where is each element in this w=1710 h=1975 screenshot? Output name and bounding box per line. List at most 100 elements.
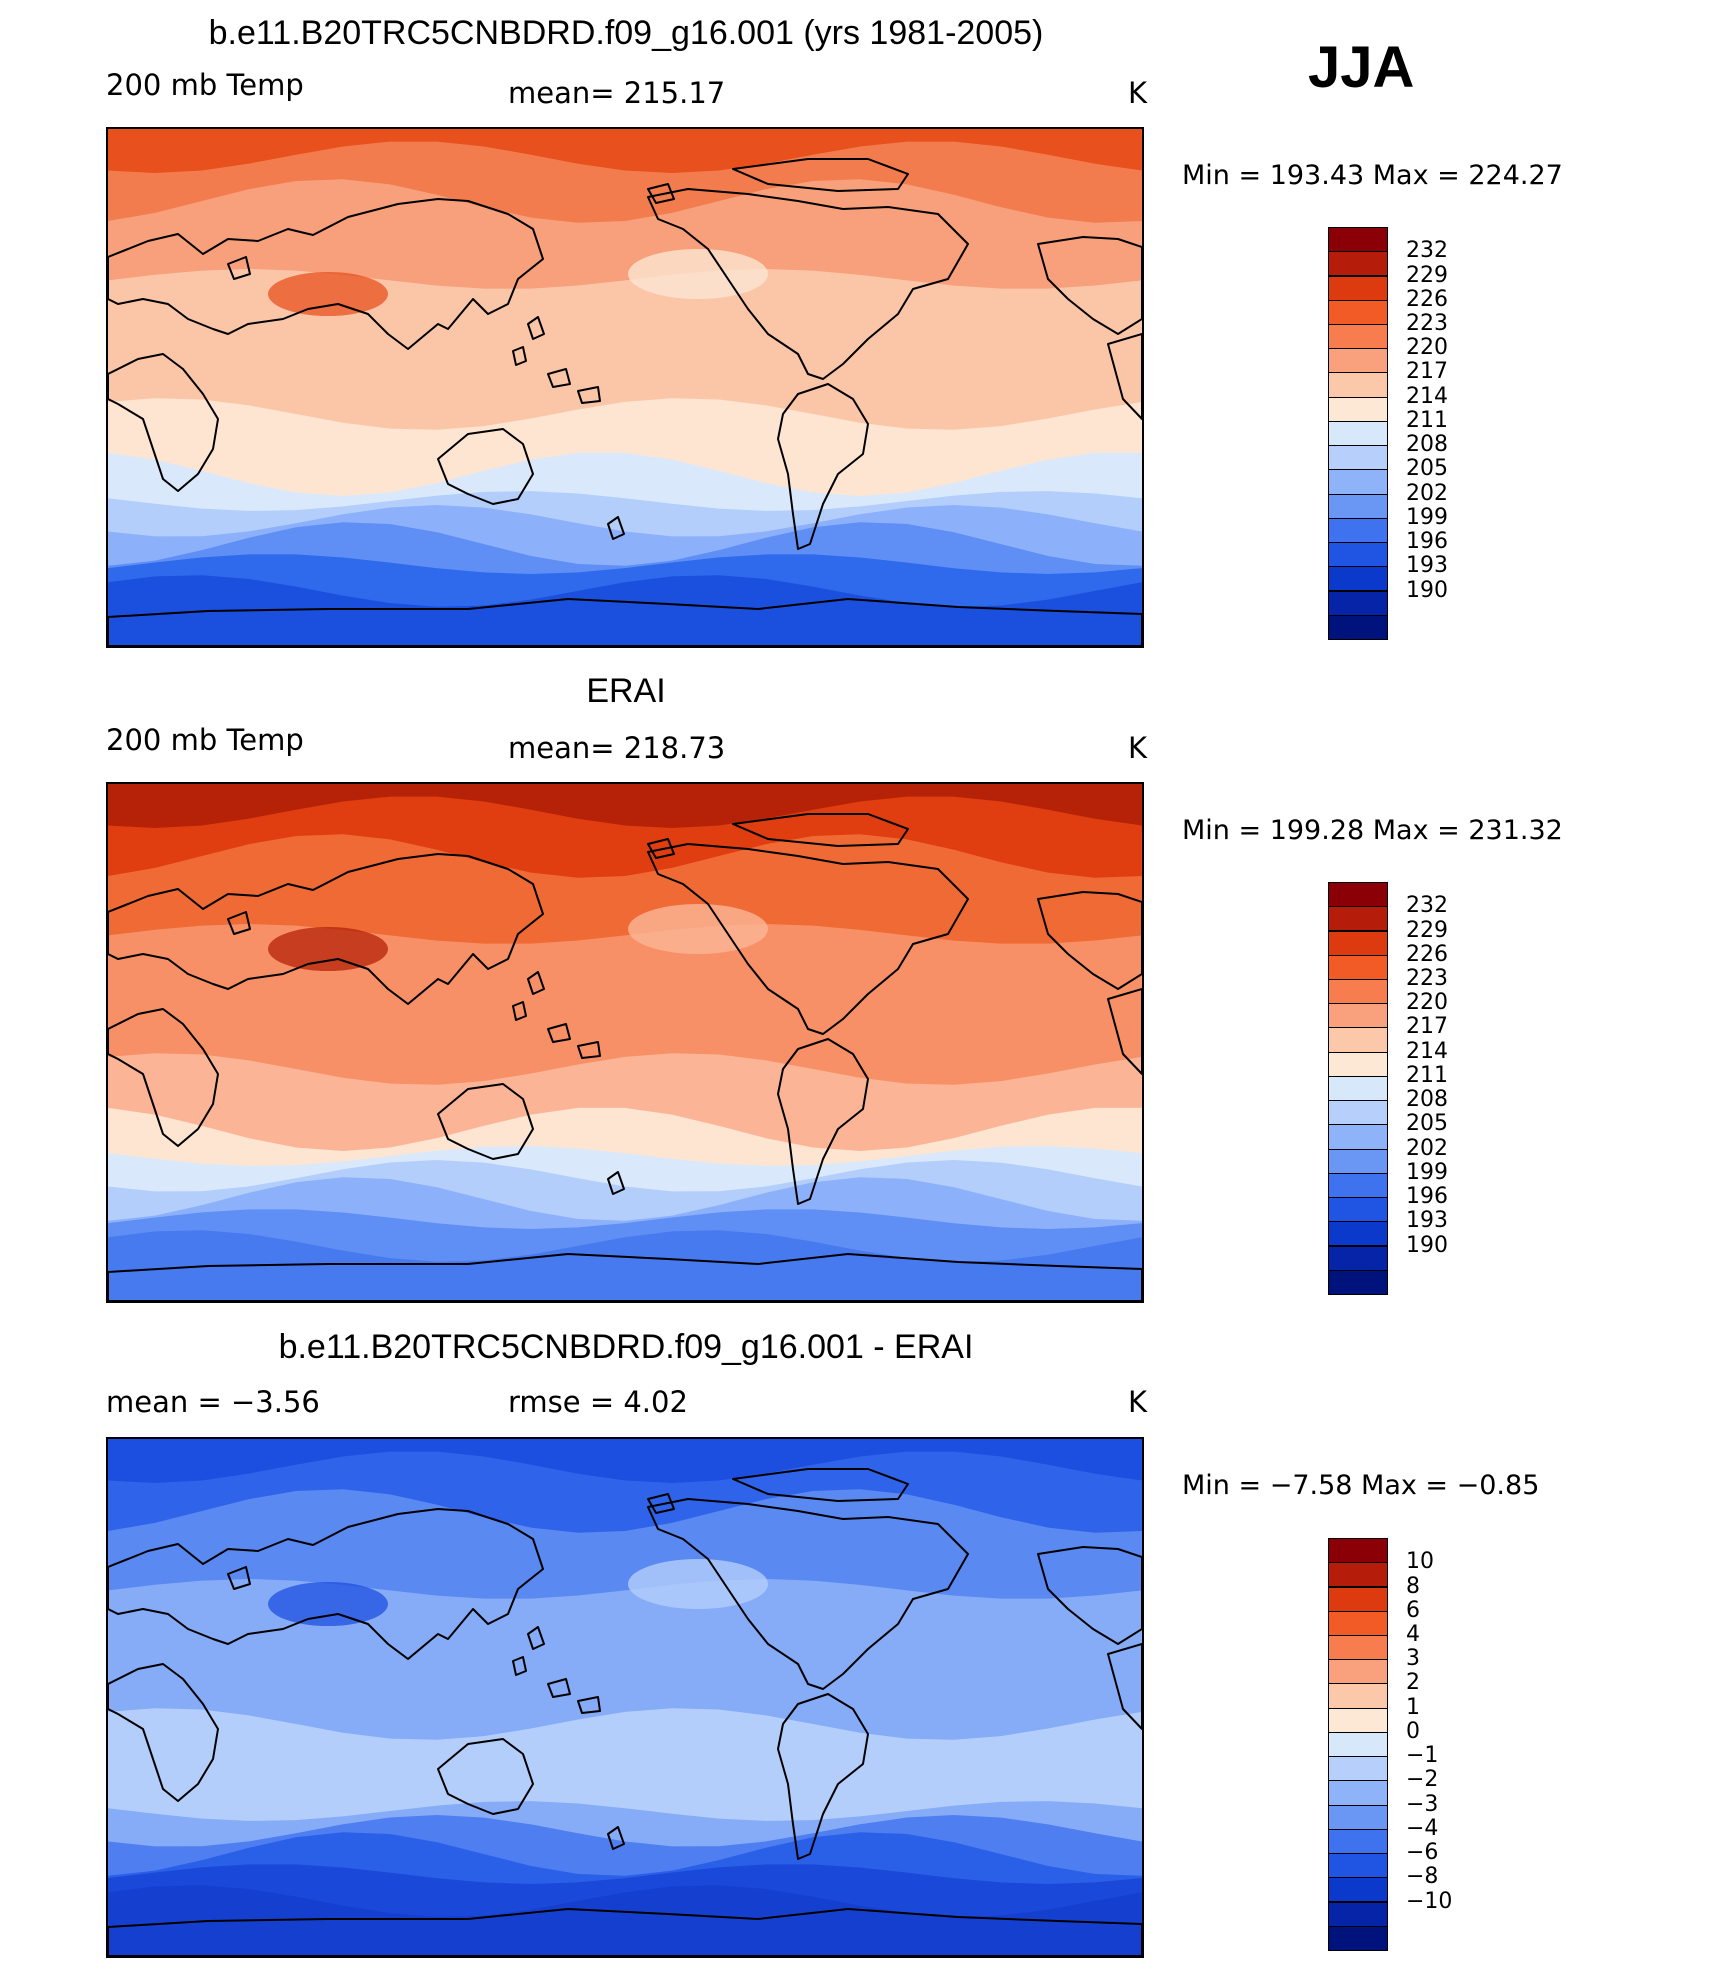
colorbar-tick-label: 232 <box>1406 238 1448 264</box>
colorbar-tick-label: 208 <box>1406 432 1448 458</box>
coastline <box>527 316 545 340</box>
colorbar-tick-label: 211 <box>1406 407 1448 433</box>
panel-diff-colorbar: 10 8 6 4 3 2 1 0 −1 −2 −3 −4 −6 −8 −10 <box>1328 1538 1468 1951</box>
colorbar-swatch <box>1328 1562 1388 1588</box>
panel-model-minmax: Min = 193.43 Max = 224.27 <box>1182 160 1563 191</box>
coastline <box>647 1498 969 1690</box>
colorbar-tick-label: 205 <box>1406 1111 1448 1137</box>
model-anomaly-blob <box>268 272 388 316</box>
colorbar-tick-label: 190 <box>1406 1232 1448 1258</box>
colorbar-tick-label: 205 <box>1406 456 1448 482</box>
coastline <box>647 1493 675 1514</box>
colorbar-swatch <box>1328 1197 1388 1223</box>
colorbar-tick-label: 196 <box>1406 1184 1448 1210</box>
colorbar-swatch <box>1328 1925 1388 1951</box>
colorbar-tick-label: 193 <box>1406 1208 1448 1234</box>
colorbar-swatch <box>1328 1731 1388 1758</box>
coastline <box>577 1041 601 1059</box>
colorbar-tick-label: 199 <box>1406 504 1448 530</box>
colorbar-swatch <box>1328 517 1388 543</box>
colorbar-swatch <box>1328 348 1388 374</box>
colorbar-swatch <box>1328 1245 1388 1271</box>
panel-obs-title: ERAI <box>586 672 666 710</box>
model-anomaly-blob <box>628 249 768 299</box>
colorbar-tick-label: 223 <box>1406 965 1448 991</box>
colorbar-swatch <box>1328 420 1388 447</box>
panel-model-colorbar: 232 229 226 223 220 217 214 211 208 205 202 199 196 1… <box>1328 227 1468 640</box>
coastline <box>732 1468 909 1502</box>
panel-diff-units: K <box>1128 1385 1148 1419</box>
colorbar-swatch <box>1328 542 1388 568</box>
coastline <box>437 1083 534 1160</box>
colorbar-swatch <box>1328 906 1388 932</box>
coastline <box>437 1738 534 1815</box>
coastline <box>108 1508 544 1660</box>
coastline <box>108 1253 1142 1301</box>
colorbar-swatch <box>1328 930 1388 956</box>
coastline <box>577 386 601 404</box>
coastline <box>647 843 969 1035</box>
panel-diff-title: b.e11.B20TRC5CNBDRD.f09_g16.001 - ERAI <box>278 1328 974 1366</box>
panel-diff-map <box>106 1437 1144 1958</box>
colorbar-tick-label: 8 <box>1406 1573 1420 1599</box>
coastline <box>547 1023 571 1043</box>
coastline <box>732 813 909 847</box>
colorbar-tick-label: 226 <box>1406 286 1448 312</box>
colorbar-tick-label: −10 <box>1406 1888 1453 1914</box>
colorbar-tick-label: −8 <box>1406 1864 1439 1890</box>
colorbar-tick-label: 202 <box>1406 1135 1448 1161</box>
colorbar-swatch <box>1328 1100 1388 1126</box>
colorbar-tick-label: 217 <box>1406 359 1448 385</box>
coastline <box>647 188 969 380</box>
season-label: JJA <box>1308 35 1415 100</box>
panel-diff-minmax: Min = −7.58 Max = −0.85 <box>1182 1470 1540 1501</box>
coastline <box>732 158 909 192</box>
panel-model-mean: mean= 215.17 <box>508 76 726 110</box>
panel-diff-rmse: rmse = 4.02 <box>508 1385 688 1419</box>
obs-contour-band <box>108 1230 1142 1301</box>
coastline <box>547 368 571 388</box>
colorbar-swatch <box>1328 1172 1388 1198</box>
colorbar-tick-label: 214 <box>1406 1038 1448 1064</box>
colorbar-swatch <box>1328 1003 1388 1029</box>
colorbar-tick-label: 199 <box>1406 1159 1448 1185</box>
coastline <box>527 1626 545 1650</box>
colorbar-swatch <box>1328 1075 1388 1102</box>
panel-obs-mean: mean= 218.73 <box>508 731 726 765</box>
coastline <box>607 1826 625 1850</box>
coastline <box>108 598 1142 646</box>
colorbar-swatch <box>1328 493 1388 519</box>
coastline <box>777 1693 869 1860</box>
panel-obs-units: K <box>1128 731 1148 765</box>
colorbar-swatch <box>1328 1269 1388 1295</box>
obs-map-svg <box>108 784 1142 1301</box>
panel-model-variable: 200 mb Temp <box>106 68 304 102</box>
colorbar-swatch <box>1328 251 1388 277</box>
panel-model-units: K <box>1128 76 1148 110</box>
colorbar-swatch <box>1328 882 1388 908</box>
colorbar-swatch <box>1328 396 1388 422</box>
diff-map-svg <box>108 1439 1142 1956</box>
colorbar-swatch <box>1328 1634 1388 1661</box>
colorbar-swatch <box>1328 1027 1388 1053</box>
coastline <box>437 428 534 505</box>
colorbar-tick-label: 211 <box>1406 1062 1448 1088</box>
panel-obs-variable: 200 mb Temp <box>106 723 304 757</box>
colorbar-tick-label: 10 <box>1406 1549 1434 1575</box>
coastline <box>1107 333 1142 420</box>
colorbar-swatch <box>1328 1780 1388 1806</box>
colorbar-swatch <box>1328 1221 1388 1247</box>
colorbar-tick-label: −2 <box>1406 1767 1439 1793</box>
colorbar-swatch <box>1328 1683 1388 1709</box>
model-contour-band <box>108 575 1142 646</box>
colorbar-tick-label: 6 <box>1406 1597 1420 1623</box>
colorbar-tick-label: 229 <box>1406 917 1448 943</box>
coastline <box>108 1908 1142 1956</box>
colorbar-swatch <box>1328 1659 1388 1685</box>
panel-diff-mean: mean = −3.56 <box>106 1385 320 1419</box>
coastline <box>1107 988 1142 1075</box>
coastline <box>577 1696 601 1714</box>
colorbar-tick-label: 196 <box>1406 529 1448 555</box>
colorbar-swatch <box>1328 614 1388 640</box>
colorbar-tick-label: 232 <box>1406 893 1448 919</box>
